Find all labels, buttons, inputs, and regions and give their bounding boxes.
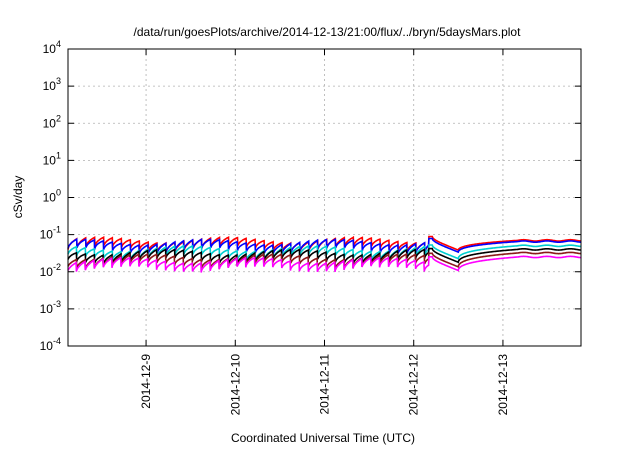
y-tick-label: 10-4 (40, 336, 61, 353)
x-tick-label: 2014-12-11 (318, 354, 332, 415)
y-axis-label: cSv/day (11, 176, 25, 219)
x-tick-label: 2014-12-12 (407, 354, 421, 416)
chart-title: /data/run/goesPlots/archive/2014-12-13/2… (134, 25, 522, 39)
series-line (67, 237, 581, 255)
y-tick-label: 104 (43, 39, 61, 56)
x-tick-label: 2014-12-9 (139, 354, 153, 409)
y-axis-ticks: 10-4 10-3 10-2 10-1 100 101 102 103 104 (40, 39, 581, 353)
y-tick-label: 103 (43, 76, 61, 93)
x-axis-label: Coordinated Universal Time (UTC) (231, 431, 415, 445)
grid-lines (68, 49, 581, 346)
y-tick-label: 102 (43, 113, 61, 130)
x-tick-label: 2014-12-10 (228, 354, 242, 416)
series-line (67, 244, 581, 262)
series-line (67, 247, 581, 265)
series-group (67, 235, 581, 273)
y-tick-label: 10-2 (40, 262, 61, 279)
x-axis-ticks: 2014-12-9 2014-12-10 2014-12-11 2014-12-12 2… (139, 49, 510, 415)
x-tick-label: 2014-12-13 (496, 354, 510, 416)
series-line (67, 251, 581, 270)
y-tick-label: 10-1 (40, 225, 61, 242)
series-line (67, 255, 581, 273)
y-tick-label: 10-3 (40, 299, 61, 316)
y-tick-label: 100 (43, 188, 61, 205)
y-tick-label: 101 (43, 150, 61, 167)
